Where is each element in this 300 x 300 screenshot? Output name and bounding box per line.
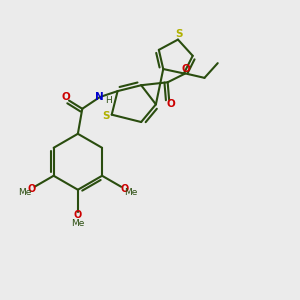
Text: O: O bbox=[182, 64, 190, 74]
Text: O: O bbox=[166, 99, 175, 110]
Text: Me: Me bbox=[18, 188, 32, 197]
Text: S: S bbox=[103, 111, 110, 121]
Text: O: O bbox=[74, 210, 82, 220]
Text: N: N bbox=[95, 92, 104, 102]
Text: H: H bbox=[105, 96, 112, 105]
Text: O: O bbox=[120, 184, 128, 194]
Text: Me: Me bbox=[124, 188, 138, 197]
Text: O: O bbox=[27, 184, 36, 194]
Text: Me: Me bbox=[71, 218, 85, 227]
Text: O: O bbox=[61, 92, 70, 102]
Text: S: S bbox=[176, 29, 183, 39]
